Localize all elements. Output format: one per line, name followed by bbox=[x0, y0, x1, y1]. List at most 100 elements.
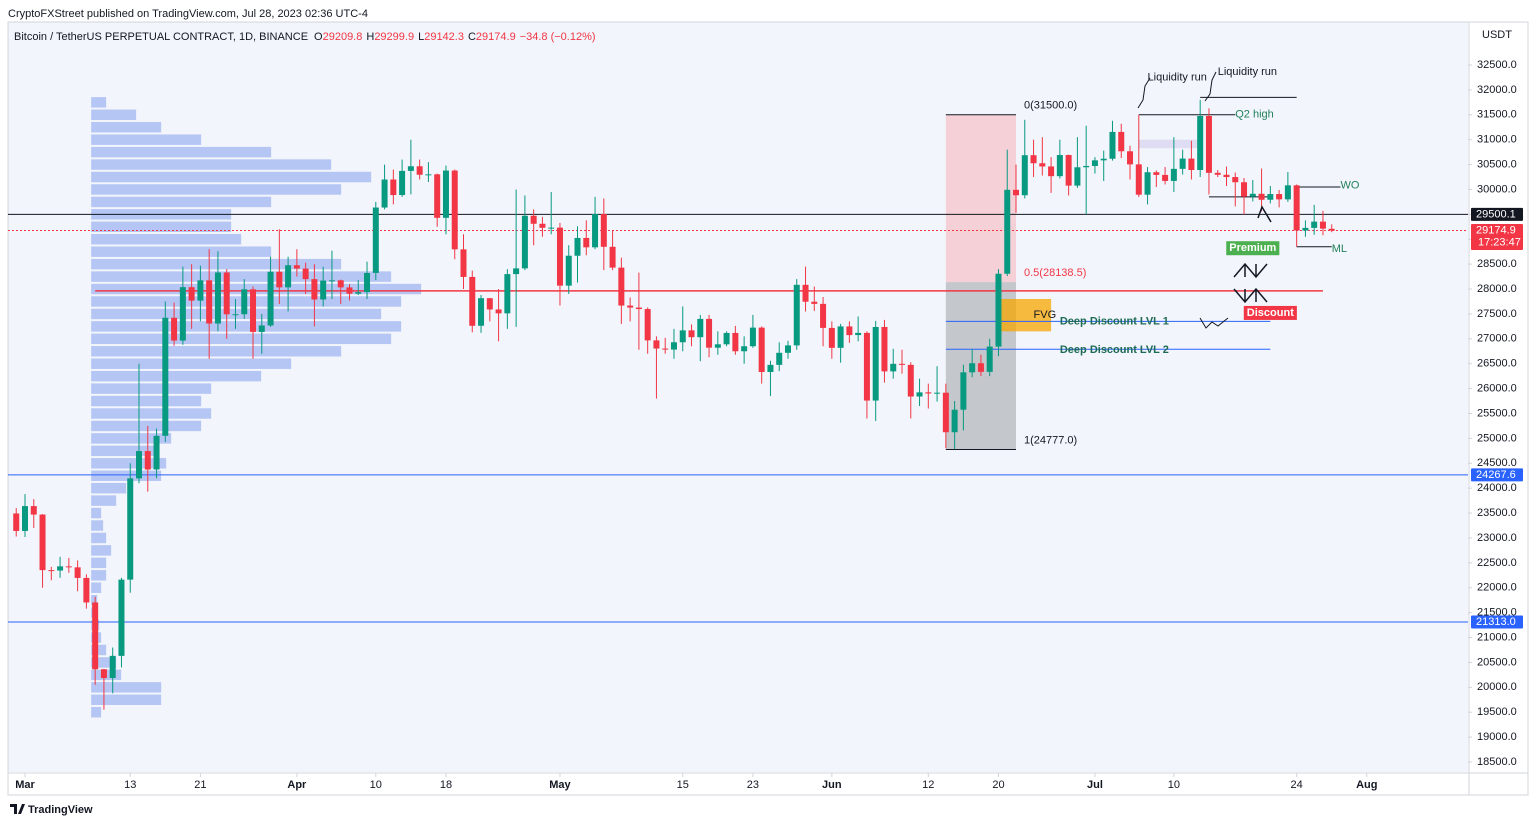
candle-body bbox=[381, 179, 388, 208]
candle-body bbox=[758, 327, 765, 372]
y-tick-label: 23500.0 bbox=[1477, 507, 1517, 519]
candle-body bbox=[241, 289, 248, 315]
candle-body bbox=[109, 655, 116, 679]
x-tick-label: 21 bbox=[194, 779, 206, 791]
candle-body bbox=[1302, 227, 1309, 231]
pointer-arrow bbox=[1257, 205, 1272, 223]
candle-body bbox=[311, 279, 318, 300]
volume-bar bbox=[91, 395, 202, 407]
volume-bar bbox=[91, 557, 107, 569]
price-axis bbox=[1469, 22, 1528, 795]
candle-body bbox=[276, 271, 283, 288]
candle-body bbox=[820, 303, 827, 328]
candle-body bbox=[583, 237, 590, 248]
candle-body bbox=[776, 352, 783, 365]
volume-bar bbox=[91, 109, 137, 121]
volume-bar bbox=[91, 458, 167, 469]
candle-body bbox=[1319, 221, 1326, 229]
candle-body bbox=[74, 567, 81, 578]
volume-bar bbox=[91, 682, 162, 693]
candle-body bbox=[811, 301, 818, 304]
candle-body bbox=[837, 326, 844, 348]
candle-body bbox=[1188, 158, 1195, 170]
candle-body bbox=[881, 326, 888, 372]
volume-bar bbox=[91, 271, 392, 282]
y-tick-label: 19000.0 bbox=[1477, 731, 1517, 743]
candle-body bbox=[1214, 172, 1221, 175]
volume-bar bbox=[91, 283, 422, 295]
zone bbox=[998, 298, 1052, 332]
y-tick-label: 25500.0 bbox=[1477, 407, 1517, 419]
hook bbox=[1137, 77, 1151, 109]
publisher: CryptoFXStreet published on TradingView.… bbox=[8, 8, 368, 20]
price-tag-label: 29174.9 bbox=[1476, 224, 1516, 236]
candle-body bbox=[1127, 151, 1134, 165]
x-tick-label: Jul bbox=[1087, 779, 1103, 791]
ohlc-value: 29142.3 bbox=[424, 31, 464, 43]
zigzag bbox=[1199, 317, 1229, 329]
candle-body bbox=[442, 170, 449, 218]
candle-body bbox=[793, 284, 800, 346]
candle-body bbox=[1170, 168, 1177, 181]
candle-body bbox=[30, 506, 37, 515]
plot: 0(31500.0) 0.5(28138.5) 1(24777.0) Liquidit… bbox=[8, 66, 1468, 718]
volume-bar bbox=[91, 246, 272, 257]
candle-body bbox=[784, 345, 791, 353]
candle-body bbox=[916, 392, 923, 397]
x-tick-label: 13 bbox=[124, 779, 136, 791]
volume-bar bbox=[91, 383, 212, 394]
candle-body bbox=[986, 346, 993, 372]
fib-label: 0(31500.0) bbox=[1024, 100, 1077, 112]
candle-body bbox=[1241, 182, 1248, 197]
volume-bar bbox=[91, 408, 212, 419]
candle-body bbox=[451, 170, 458, 250]
candle-body bbox=[618, 267, 625, 306]
candle-body bbox=[1083, 165, 1090, 168]
candle-body bbox=[48, 570, 55, 572]
candle-body bbox=[767, 364, 774, 372]
candle-body bbox=[644, 309, 651, 341]
volume-bar bbox=[91, 482, 127, 494]
candle-body bbox=[1030, 155, 1037, 164]
candle-body bbox=[346, 287, 353, 294]
price-tag-label: 29500.1 bbox=[1476, 208, 1516, 220]
volume-bar bbox=[91, 445, 157, 457]
overlay bbox=[10, 71, 1272, 814]
countdown: 17:23:47 bbox=[1478, 236, 1521, 248]
annotation-box bbox=[1226, 241, 1280, 256]
candle-body bbox=[662, 348, 669, 350]
price-tag bbox=[1471, 468, 1523, 482]
x-tick-label: Aug bbox=[1356, 779, 1377, 791]
volume-bar bbox=[91, 495, 117, 506]
candle-body bbox=[899, 363, 905, 365]
candle-body bbox=[1197, 115, 1204, 170]
y-tick-label: 20000.0 bbox=[1477, 681, 1517, 693]
candle-body bbox=[1162, 174, 1169, 181]
y-tick-label: 27000.0 bbox=[1477, 333, 1517, 345]
candle-body bbox=[1056, 155, 1063, 177]
candle-body bbox=[846, 326, 853, 336]
volume-bar bbox=[91, 433, 172, 444]
y-tick-label: 24500.0 bbox=[1477, 457, 1517, 469]
candle-body bbox=[285, 265, 292, 288]
candle-body bbox=[863, 332, 870, 401]
price-tag-label: 24267.6 bbox=[1476, 469, 1516, 481]
y-tick-label: 30500.0 bbox=[1477, 158, 1517, 170]
y-tick-label: 23000.0 bbox=[1477, 532, 1517, 544]
candle-body bbox=[232, 314, 239, 316]
candle-body bbox=[723, 332, 730, 345]
volume-bar bbox=[91, 470, 162, 481]
candle-body bbox=[250, 289, 257, 332]
y-tick-label: 19500.0 bbox=[1477, 706, 1517, 718]
y-tick-label: 24000.0 bbox=[1477, 482, 1517, 494]
y-tick-label: 21000.0 bbox=[1477, 631, 1517, 643]
ohlc-value: 29174.9 bbox=[476, 31, 516, 43]
x-tick-label: Mar bbox=[15, 779, 35, 791]
volume-bar bbox=[91, 370, 262, 382]
volume-bar bbox=[91, 146, 272, 158]
x-tick-label: 23 bbox=[747, 779, 759, 791]
y-tick-label: 28500.0 bbox=[1477, 258, 1517, 270]
price-tag bbox=[1471, 615, 1523, 629]
price-tag bbox=[1471, 207, 1523, 221]
x-tick-label: Apr bbox=[287, 779, 307, 791]
